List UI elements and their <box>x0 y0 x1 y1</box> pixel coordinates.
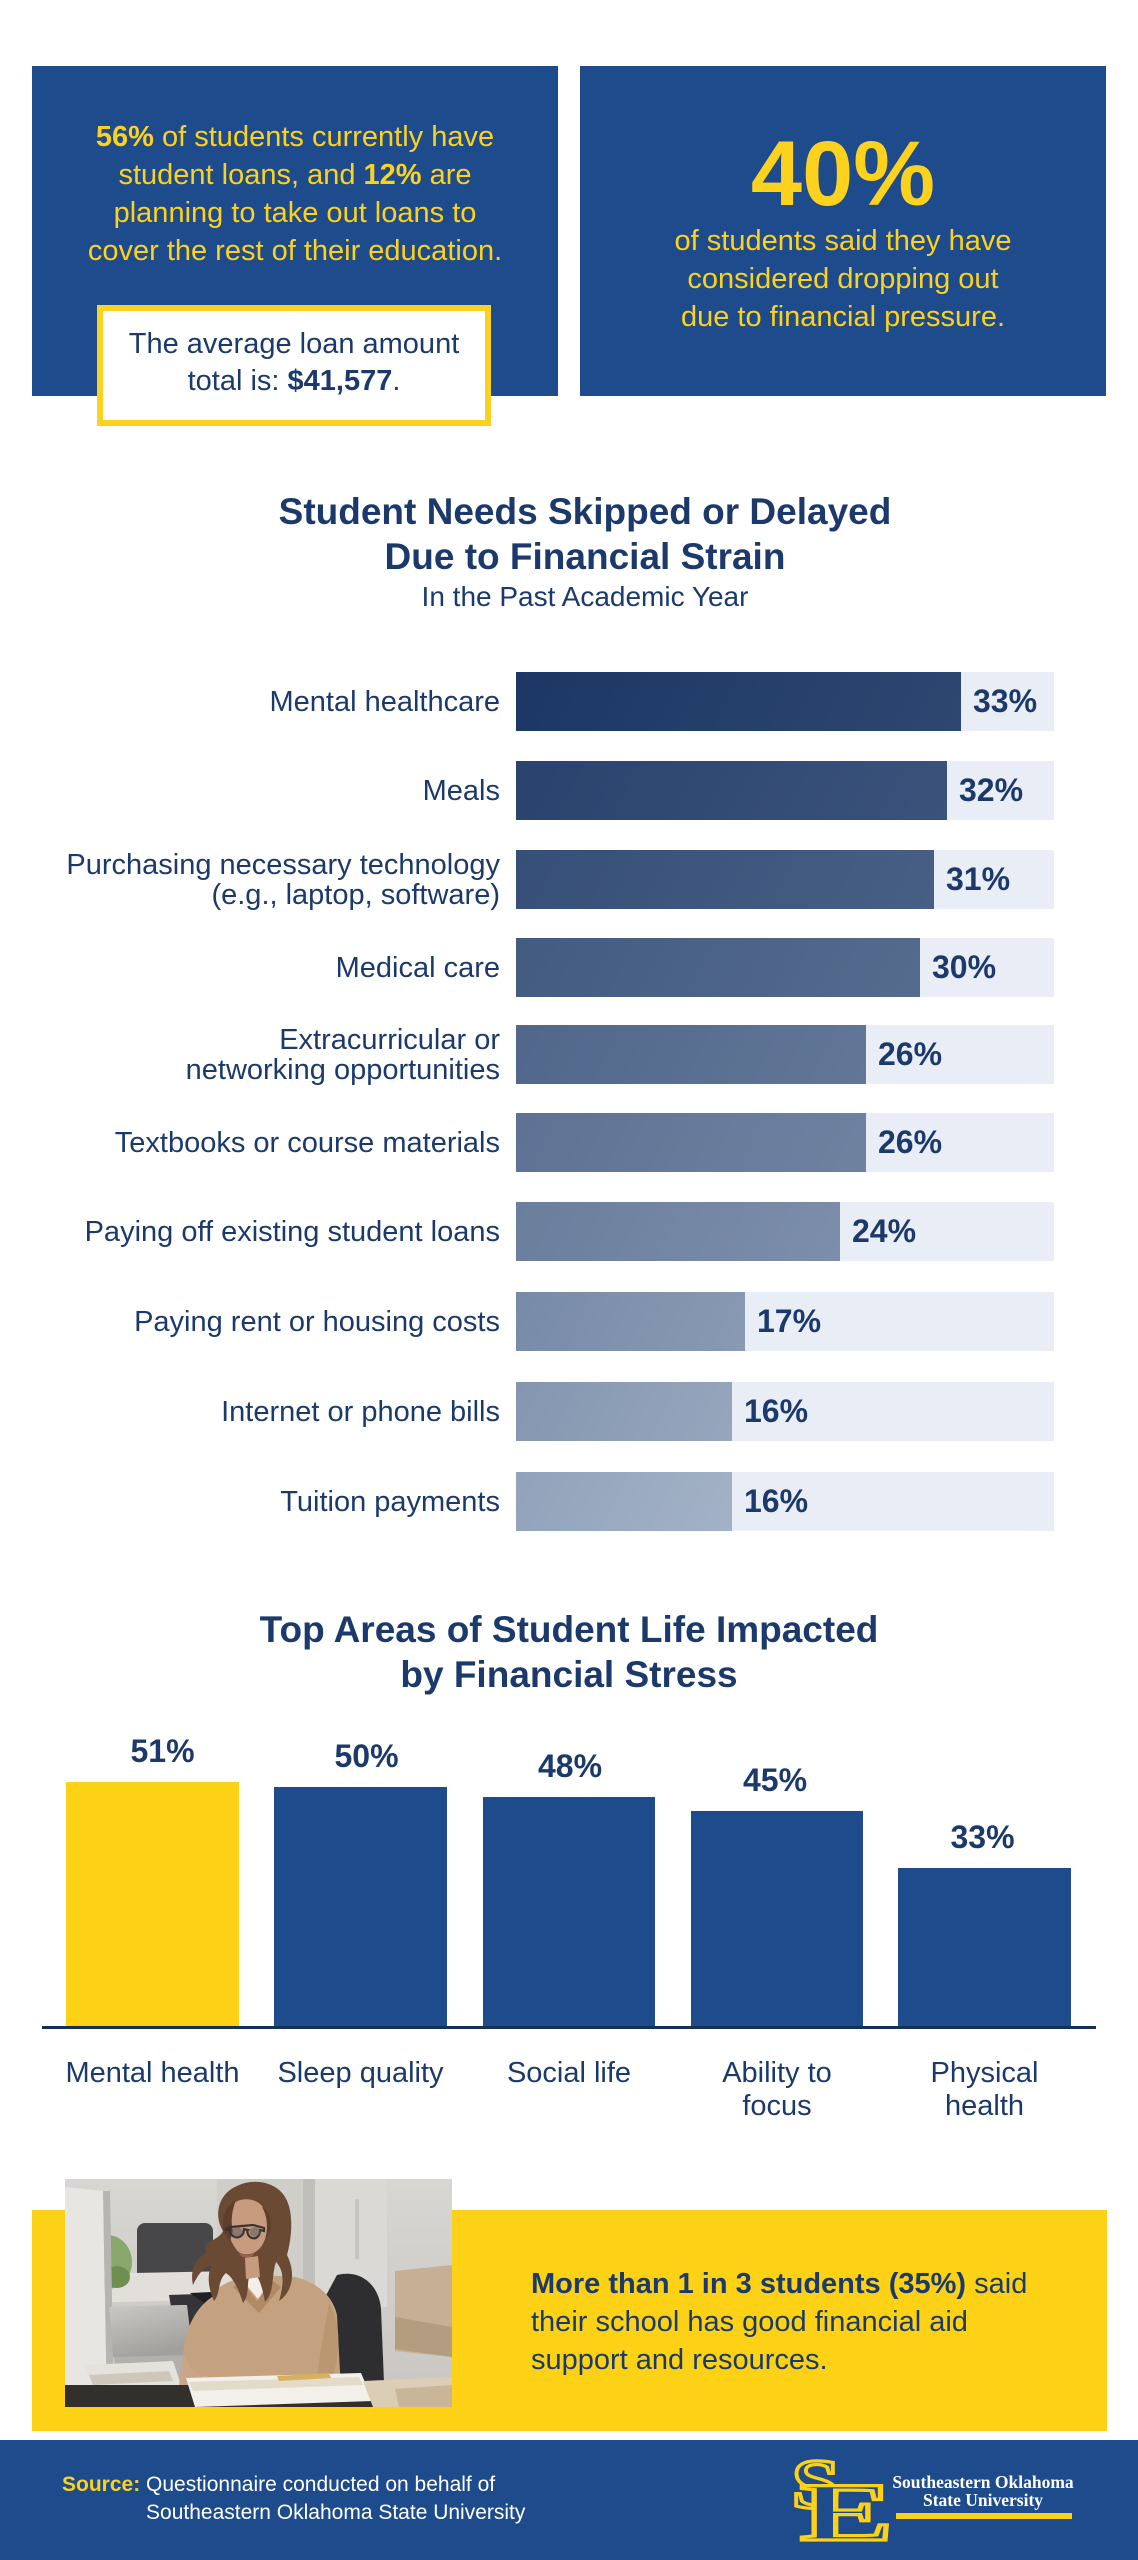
svg-text:E: E <box>800 2466 893 2555</box>
svg-text:Southeastern Oklahoma: Southeastern Oklahoma <box>892 2472 1074 2492</box>
svg-text:State University: State University <box>923 2490 1043 2510</box>
svg-text:S: S <box>792 2446 841 2524</box>
